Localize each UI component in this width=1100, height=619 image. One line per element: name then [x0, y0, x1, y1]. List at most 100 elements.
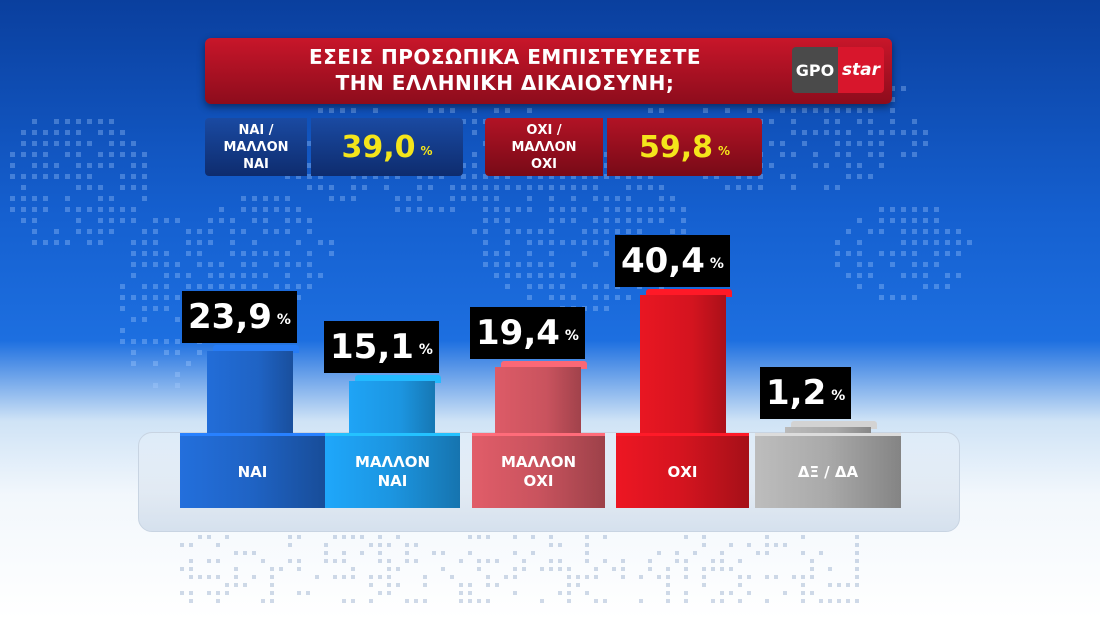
- map-dot: [142, 185, 147, 190]
- map-dot: [472, 229, 477, 234]
- bar-3: [495, 366, 581, 433]
- floor-dot: [459, 599, 463, 603]
- map-dot: [703, 108, 708, 113]
- floor-dot: [189, 591, 193, 595]
- value-percent-2: %: [418, 342, 433, 359]
- map-dot: [318, 273, 323, 278]
- map-dot: [868, 262, 873, 267]
- map-dot: [780, 152, 785, 157]
- bar-cap-2: [355, 375, 441, 384]
- map-dot: [527, 240, 532, 245]
- map-dot: [307, 185, 312, 190]
- map-dot: [120, 328, 125, 333]
- floor-dot: [252, 551, 256, 555]
- floor-dot: [513, 591, 517, 595]
- map-dot: [549, 262, 554, 267]
- floor-dot: [486, 535, 490, 539]
- map-dot: [87, 240, 92, 245]
- map-dot: [626, 196, 631, 201]
- map-dot: [208, 284, 213, 289]
- floor-dot: [387, 583, 391, 587]
- floor-dot: [621, 559, 625, 563]
- map-dot: [175, 339, 180, 344]
- map-dot: [835, 108, 840, 113]
- floor-dot: [855, 567, 859, 571]
- map-dot: [252, 218, 257, 223]
- map-dot: [21, 196, 26, 201]
- map-dot: [494, 185, 499, 190]
- map-dot: [549, 229, 554, 234]
- floor-dot: [486, 583, 490, 587]
- map-dot: [681, 207, 686, 212]
- floor-dot: [855, 599, 859, 603]
- map-dot: [527, 262, 532, 267]
- map-dot: [582, 251, 587, 256]
- map-dot: [142, 317, 147, 322]
- map-dot: [461, 119, 466, 124]
- map-dot: [362, 174, 367, 179]
- floor-dot: [594, 575, 598, 579]
- map-dot: [923, 240, 928, 245]
- map-dot: [318, 240, 323, 245]
- map-dot: [791, 174, 796, 179]
- map-dot: [670, 196, 675, 201]
- map-dot: [351, 185, 356, 190]
- map-dot: [54, 229, 59, 234]
- map-dot: [428, 174, 433, 179]
- map-dot: [868, 108, 873, 113]
- floor-dot: [765, 551, 769, 555]
- map-dot: [901, 295, 906, 300]
- map-dot: [87, 119, 92, 124]
- map-dot: [32, 174, 37, 179]
- floor-dot: [342, 551, 346, 555]
- map-dot: [109, 141, 114, 146]
- floor-dot: [378, 575, 382, 579]
- map-dot: [934, 284, 939, 289]
- map-dot: [736, 174, 741, 179]
- map-dot: [318, 185, 323, 190]
- floor-dot: [351, 567, 355, 571]
- map-dot: [824, 163, 829, 168]
- floor-dot: [189, 559, 193, 563]
- map-dot: [769, 163, 774, 168]
- map-dot: [505, 273, 510, 278]
- floor-dot: [387, 591, 391, 595]
- map-dot: [65, 196, 70, 201]
- map-dot: [604, 306, 609, 311]
- map-dot: [824, 108, 829, 113]
- map-dot: [120, 141, 125, 146]
- floor-dot: [369, 599, 373, 603]
- bar-1: [207, 351, 293, 433]
- value-percent-3: %: [564, 327, 579, 344]
- map-dot: [857, 251, 862, 256]
- map-dot: [604, 284, 609, 289]
- map-dot: [131, 174, 136, 179]
- floor-dot: [387, 575, 391, 579]
- map-dot: [747, 174, 752, 179]
- map-dot: [307, 218, 312, 223]
- map-dot: [98, 119, 103, 124]
- floor-dot: [369, 583, 373, 587]
- floor-dot: [639, 575, 643, 579]
- map-dot: [560, 284, 565, 289]
- map-dot: [274, 284, 279, 289]
- map-dot: [175, 372, 180, 377]
- map-dot: [439, 207, 444, 212]
- category-label-5: ΔΞ / ΔΑ: [755, 433, 901, 508]
- map-dot: [373, 108, 378, 113]
- map-dot: [186, 284, 191, 289]
- floor-dot: [297, 567, 301, 571]
- map-dot: [87, 141, 92, 146]
- map-dot: [32, 207, 37, 212]
- map-dot: [274, 251, 279, 256]
- map-dot: [274, 196, 279, 201]
- map-dot: [186, 240, 191, 245]
- map-dot: [912, 273, 917, 278]
- bar-2: [349, 381, 435, 433]
- floor-dot: [342, 535, 346, 539]
- map-dot: [120, 207, 125, 212]
- map-dot: [681, 218, 686, 223]
- map-dot: [659, 108, 664, 113]
- floor-dot: [198, 535, 202, 539]
- floor-dot: [720, 551, 724, 555]
